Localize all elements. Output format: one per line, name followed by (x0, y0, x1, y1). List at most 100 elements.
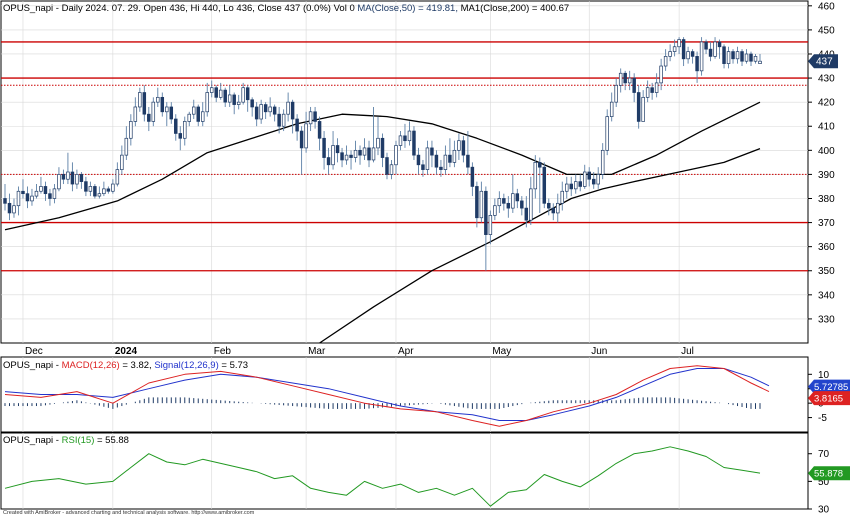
price-tick-label: 430 (818, 74, 835, 85)
candle (227, 94, 232, 103)
candle (596, 174, 600, 185)
signal-badge-tag (808, 379, 850, 394)
macd-header-symbol: OPUS_napi (3, 360, 53, 371)
macd-badge-tag (808, 391, 850, 406)
candle (48, 193, 52, 199)
macd-value: = 3.82, (120, 360, 155, 371)
date-label: 2024 (115, 346, 138, 357)
candle (740, 51, 744, 62)
macd-tick-label: -5 (818, 413, 827, 424)
candle (614, 84, 618, 103)
candle (209, 87, 214, 93)
candle (749, 53, 753, 62)
candle (560, 190, 565, 204)
candle (394, 145, 398, 166)
price-tick-label: 460 (818, 1, 835, 12)
price-tick-label: 340 (818, 290, 835, 301)
candle (493, 205, 497, 216)
candle (7, 202, 12, 214)
candle (488, 215, 493, 235)
candle (317, 121, 322, 139)
candle (147, 113, 151, 122)
ma200-label: MA1(Close,200) = 400.67 (461, 3, 570, 14)
rsi-value-badge-tag (808, 466, 850, 481)
candle (632, 77, 636, 93)
rsi-label: RSI(15) (62, 435, 95, 446)
candle (448, 154, 452, 163)
candle (61, 174, 66, 180)
candle (120, 154, 124, 170)
price-tick-label: 400 (818, 146, 835, 157)
candles (3, 37, 762, 271)
candle (636, 92, 641, 122)
candle (511, 193, 515, 209)
candle (587, 171, 591, 180)
candle (165, 106, 169, 113)
candle (663, 56, 668, 67)
candle (641, 96, 645, 122)
candle (726, 51, 731, 64)
candle (731, 51, 735, 60)
signal-badge-label: 5.72785 (814, 382, 848, 393)
candle (421, 164, 425, 170)
candle (479, 190, 484, 219)
footer-credit: Created with AmiBroker - advanced charti… (3, 510, 255, 516)
candle (403, 135, 407, 142)
candle (200, 111, 205, 122)
candle (708, 48, 713, 57)
candle (376, 137, 380, 149)
candle (578, 181, 582, 187)
price-tick-label: 390 (818, 170, 835, 181)
candle (389, 164, 394, 175)
date-label: Apr (398, 346, 414, 357)
date-label: Jul (681, 346, 694, 357)
candle (484, 190, 488, 235)
candle (66, 171, 70, 180)
date-label: Jun (591, 346, 607, 357)
rsi-tick-label: 70 (818, 449, 830, 460)
macd-lines (4, 365, 770, 427)
candle (533, 162, 538, 190)
candle (331, 145, 335, 166)
candle (713, 41, 717, 57)
candle (30, 195, 34, 202)
candle (367, 147, 371, 161)
candle (151, 101, 156, 122)
last-price-label: 437 (816, 57, 833, 68)
candle (542, 166, 547, 204)
candle (124, 137, 129, 156)
candle (25, 193, 30, 202)
macd-plot-frame (0, 356, 809, 433)
candle (245, 87, 250, 101)
candle (412, 130, 416, 156)
candle (618, 72, 623, 86)
candle (281, 113, 286, 127)
candle (524, 207, 529, 221)
date-label: Mar (308, 346, 326, 357)
candle (192, 106, 196, 115)
candle (223, 89, 227, 103)
rsi-badge: 55.878 (808, 466, 850, 481)
candle (3, 198, 7, 204)
candle (470, 166, 475, 187)
candle (268, 106, 272, 113)
candle (385, 157, 389, 175)
price-header: OPUS_napi - Daily 2024. 07. 29. Open 436… (3, 3, 569, 14)
candle (758, 60, 762, 64)
candle (475, 186, 479, 219)
candle (659, 65, 663, 84)
candle (434, 154, 439, 168)
rsi-header: OPUS_napi - RSI(15) = 55.88 (3, 435, 129, 446)
candle (263, 104, 268, 113)
candle (43, 186, 48, 195)
rsi-header-symbol: OPUS_napi (3, 435, 53, 446)
candle (115, 169, 120, 185)
candle (142, 92, 147, 115)
macd-panel: 1050-5 OPUS_napi - MACD(12,26) = 3.82, S… (0, 356, 850, 433)
price-tick-label: 360 (818, 242, 835, 253)
price-tick-label: 350 (818, 266, 835, 277)
candle (443, 154, 448, 170)
ma50-label: MA(Close,50) = 419.81, (357, 3, 460, 14)
candle (529, 188, 533, 221)
